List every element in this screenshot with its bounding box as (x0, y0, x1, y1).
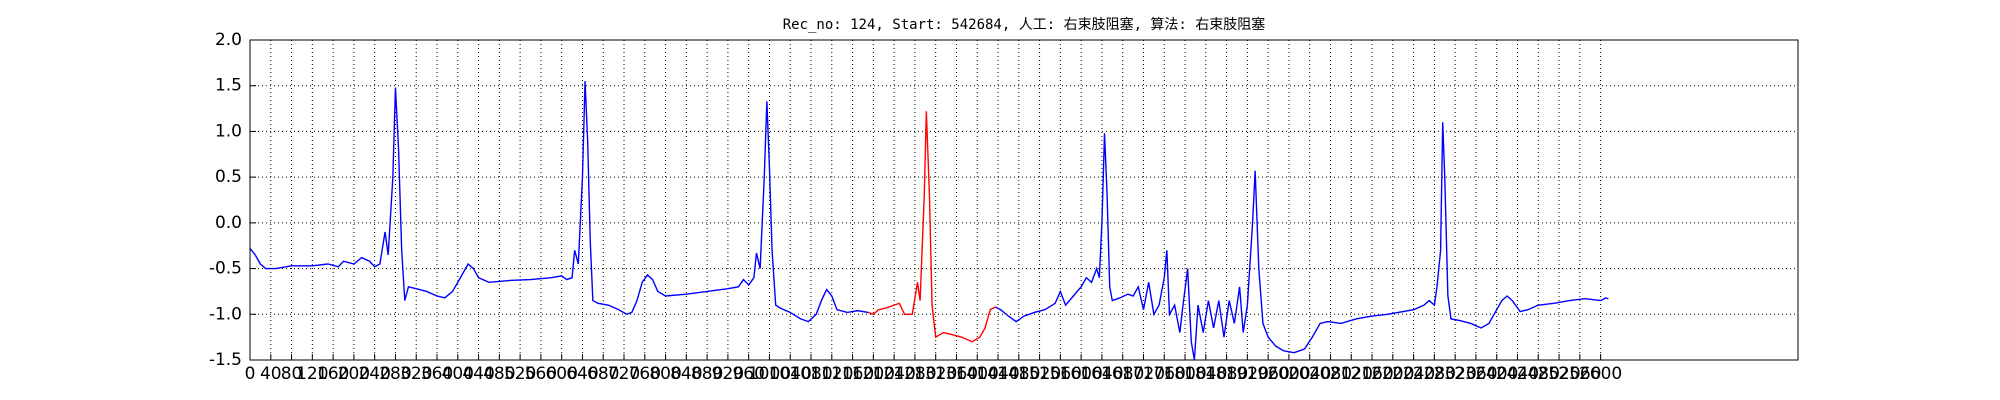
x-tick-label: 280 (379, 364, 411, 384)
x-tick-label: 1640 (1080, 364, 1123, 384)
x-tick-label: 640 (566, 364, 598, 384)
y-tick-label: 1.5 (215, 76, 242, 96)
x-tick-label: 1440 (976, 364, 1019, 384)
x-tick-label: 1720 (1122, 364, 1165, 384)
x-tick-label: 720 (608, 364, 640, 384)
x-tick-label: 800 (649, 364, 681, 384)
x-tick-label: 1040 (769, 364, 812, 384)
x-tick-label: 840 (670, 364, 702, 384)
x-tick-label: 520 (504, 364, 536, 384)
x-tick-label: 1840 (1184, 364, 1227, 384)
x-tick-label: 320 (400, 364, 432, 384)
chart-title: Rec_no: 124, Start: 542684, 人工: 右束肢阻塞, 算… (783, 16, 1266, 33)
y-tick-label: 0.5 (215, 167, 242, 187)
x-tick-label: 80 (281, 364, 303, 384)
x-tick-label: 1760 (1143, 364, 1186, 384)
x-tick-label: 2080 (1309, 364, 1352, 384)
y-tick-label: -1.0 (209, 304, 242, 324)
x-tick-label: 0 (245, 364, 256, 384)
x-tick-label: 120 (296, 364, 328, 384)
x-tick-label: 1000 (748, 364, 791, 384)
x-tick-label: 2200 (1371, 364, 1414, 384)
x-tick-label: 1400 (956, 364, 999, 384)
x-tick-label: 880 (691, 364, 723, 384)
x-tick-label: 1880 (1205, 364, 1248, 384)
x-tick-label: 2480 (1517, 364, 1560, 384)
ecg-line (249, 81, 1609, 361)
x-tick-label: 2120 (1330, 364, 1373, 384)
x-tick-label: 2400 (1475, 364, 1518, 384)
x-tick-label: 1320 (914, 364, 957, 384)
x-tick-label: 400 (442, 364, 474, 384)
x-tick-label: 1160 (831, 364, 874, 384)
y-tick-label: -1.5 (209, 350, 242, 370)
x-tick-label: 1080 (789, 364, 832, 384)
x-tick-label: 1800 (1163, 364, 1206, 384)
x-tick-label: 1520 (1018, 364, 1061, 384)
x-tick-label: 2520 (1537, 364, 1580, 384)
y-tick-label: -0.5 (209, 259, 242, 279)
x-tick-label: 1360 (935, 364, 978, 384)
x-tick-label: 160 (317, 364, 349, 384)
x-tick-label: 1600 (1060, 364, 1103, 384)
x-tick-label: 600 (545, 364, 577, 384)
x-tick-label: 2240 (1392, 364, 1435, 384)
x-tick-label: 1920 (1226, 364, 1269, 384)
x-tick-label: 560 (525, 364, 557, 384)
x-tick-label: 680 (587, 364, 619, 384)
x-tick-label: 360 (421, 364, 453, 384)
x-tick-label: 1120 (810, 364, 853, 384)
x-tick-label: 2160 (1350, 364, 1393, 384)
x-tick-label: 2280 (1413, 364, 1456, 384)
x-tick-label: 2600 (1579, 364, 1622, 384)
plot-frame (249, 39, 1799, 361)
x-tick-label: 1480 (997, 364, 1040, 384)
x-tick-label: 2320 (1434, 364, 1477, 384)
x-tick-label: 2440 (1496, 364, 1539, 384)
x-tick-label: 2000 (1267, 364, 1310, 384)
x-tick-label: 1680 (1101, 364, 1144, 384)
x-tick-label: 1240 (873, 364, 916, 384)
y-tick-label: 2.0 (215, 30, 242, 50)
x-tick-label: 2560 (1558, 364, 1601, 384)
x-tick-label: 440 (462, 364, 494, 384)
x-tick-label: 760 (629, 364, 661, 384)
x-tick-label: 480 (483, 364, 515, 384)
x-tick-label: 2040 (1288, 364, 1331, 384)
ecg-line (867, 111, 996, 343)
x-tick-label: 2360 (1454, 364, 1497, 384)
x-tick-label: 200 (338, 364, 370, 384)
x-tick-label: 1280 (893, 364, 936, 384)
x-tick-label: 920 (712, 364, 744, 384)
x-tick-label: 1560 (1039, 364, 1082, 384)
y-tick-label: 0.0 (215, 213, 242, 233)
x-tick-label: 960 (732, 364, 764, 384)
x-tick-label: 1960 (1247, 364, 1290, 384)
x-tick-label: 1200 (852, 364, 895, 384)
x-tick-label: 240 (358, 364, 390, 384)
y-tick-label: 1.0 (215, 121, 242, 141)
x-tick-label: 40 (260, 364, 282, 384)
